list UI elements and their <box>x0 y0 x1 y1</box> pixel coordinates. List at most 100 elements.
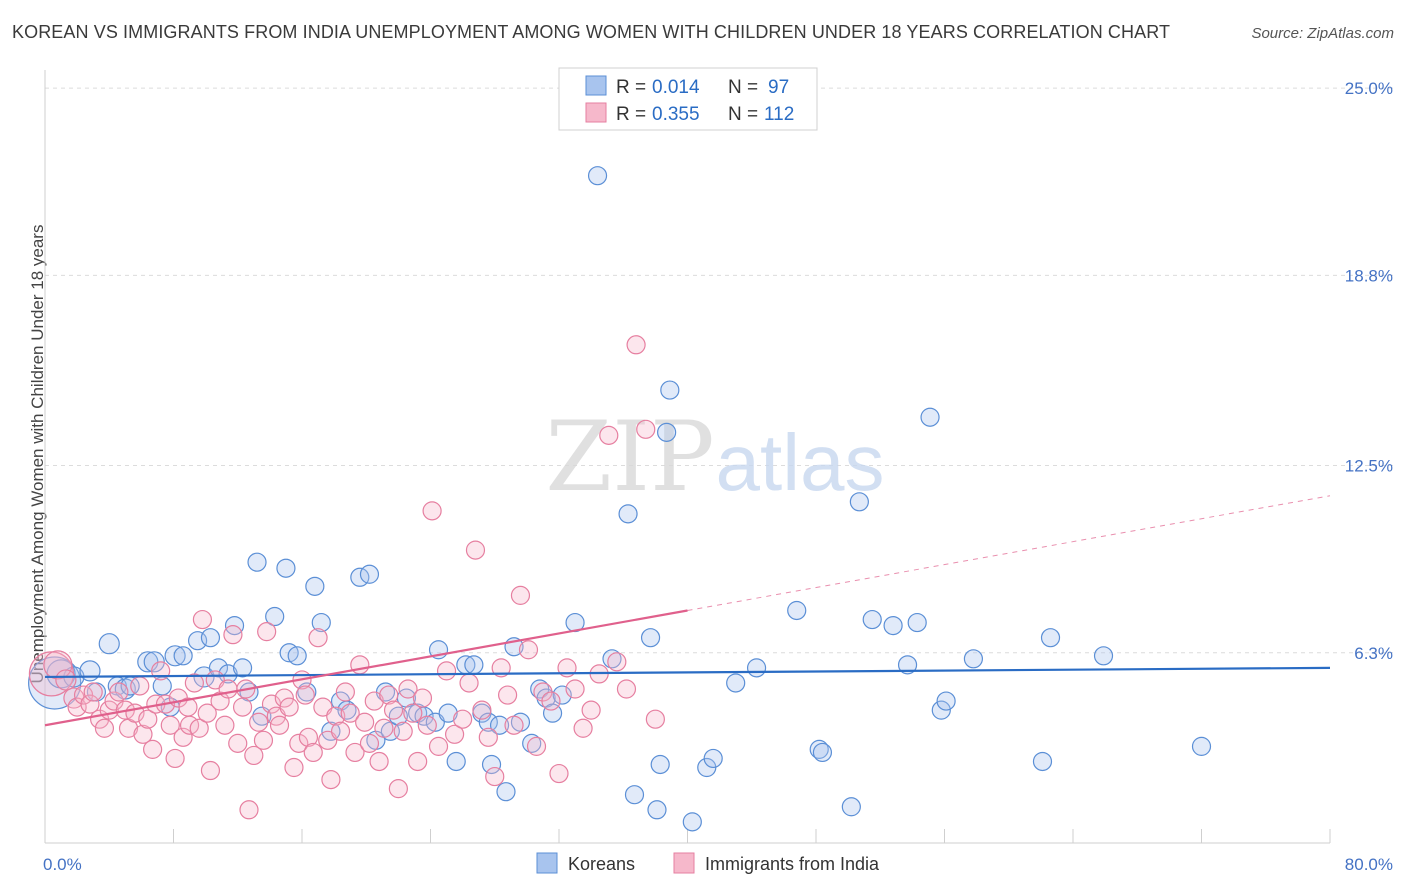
india-point-23 <box>160 715 180 735</box>
legend-r-label-0: R = <box>616 77 646 98</box>
korean-point-78 <box>809 739 829 759</box>
axes <box>44 70 1331 844</box>
india-point-36 <box>215 715 235 735</box>
india-point-91 <box>485 766 505 787</box>
india-point-63 <box>330 721 351 741</box>
korean-point-79 <box>812 742 833 763</box>
korean-point-28 <box>287 646 307 666</box>
india-point-29 <box>184 673 204 693</box>
india-point-17 <box>133 724 153 744</box>
india-point-58 <box>308 628 328 648</box>
india-point-95 <box>510 585 531 605</box>
india-point-64 <box>335 682 355 702</box>
x-tick-labels: 0.0% 80.0% <box>43 855 1393 874</box>
y-tick-label-1: 12.5% <box>1345 457 1393 476</box>
india-point-96 <box>518 640 539 660</box>
korean-point-5 <box>98 633 120 655</box>
korean-point-66 <box>624 785 645 805</box>
india-point-86 <box>453 709 473 729</box>
india-point-109 <box>626 335 646 355</box>
legend-swatch-india <box>585 102 607 123</box>
india-point-26 <box>173 727 193 747</box>
india-point-65 <box>340 703 360 723</box>
korean-point-36 <box>359 564 380 584</box>
korean-point-49 <box>464 655 484 675</box>
india-point-90 <box>478 727 498 747</box>
india-point-19 <box>143 739 163 759</box>
india-point-70 <box>364 691 384 711</box>
bottom-legend-swatch-koreans <box>536 852 558 874</box>
korean-point-30 <box>305 576 325 596</box>
india-point-31 <box>192 609 213 630</box>
legend-n-value-1: 112 <box>764 104 794 125</box>
korean-point-53 <box>489 715 510 735</box>
korean-point-13 <box>164 645 186 667</box>
india-point-83 <box>428 736 449 756</box>
korean-point-70 <box>657 422 677 442</box>
india-point-82 <box>422 501 442 521</box>
korean-point-47 <box>446 751 466 772</box>
india-point-72 <box>374 718 394 738</box>
korean-point-46 <box>438 703 458 723</box>
legend-n-label-1: N = <box>728 104 758 125</box>
india-point-50 <box>274 688 294 708</box>
korean-point-3 <box>79 660 101 682</box>
korean-point-69 <box>650 754 670 775</box>
india-point-2 <box>55 669 77 691</box>
india-point-81 <box>417 715 437 735</box>
korean-point-75 <box>726 673 746 693</box>
korean-point-29 <box>297 682 317 702</box>
korean-point-82 <box>862 609 882 630</box>
korean-point-80 <box>841 797 861 817</box>
korean-point-60 <box>542 703 563 723</box>
y-tick-labels: 6.3% 12.5% 18.8% 25.0% <box>1345 79 1393 663</box>
korean-point-10 <box>143 651 165 673</box>
india-point-85 <box>444 724 465 744</box>
india-point-92 <box>491 658 511 678</box>
india-point-61 <box>321 769 341 790</box>
bottom-legend-label-india: Immigrants from India <box>705 854 880 874</box>
india-point-99 <box>541 691 561 711</box>
india-point-16 <box>130 676 150 696</box>
korean-point-83 <box>883 615 903 636</box>
india-point-75 <box>388 779 408 799</box>
india-point-37 <box>218 679 238 699</box>
india-point-74 <box>383 700 404 720</box>
india-point-33 <box>200 760 221 781</box>
trend-lines <box>44 495 1331 727</box>
india-point-104 <box>581 700 601 720</box>
y-tick-label-0: 6.3% <box>1354 644 1393 663</box>
india-point-7 <box>83 682 103 702</box>
korean-point-14 <box>173 646 193 666</box>
india-point-40 <box>232 697 253 717</box>
korean-point-17 <box>200 628 221 648</box>
bottom-legend: Koreans Immigrants from India <box>536 852 880 874</box>
india-point-76 <box>393 721 413 741</box>
india-point-43 <box>244 745 264 766</box>
india-point-57 <box>303 742 323 763</box>
korean-point-71 <box>660 380 680 400</box>
india-point-77 <box>398 679 418 699</box>
india-point-66 <box>345 742 365 763</box>
india-point-107 <box>607 652 627 672</box>
india-point-1 <box>43 650 73 680</box>
korean-point-85 <box>907 612 927 633</box>
india-point-71 <box>369 751 389 772</box>
india-point-6 <box>80 694 100 714</box>
india-point-30 <box>189 718 209 738</box>
india-point-46 <box>257 622 277 642</box>
korean-point-54 <box>496 782 516 802</box>
korean-point-18 <box>208 658 229 678</box>
watermark-atlas: atlas <box>716 418 885 507</box>
legend-r-label-1: R = <box>616 104 646 125</box>
legend-n-label-0: N = <box>728 77 758 98</box>
korean-point-84 <box>897 655 918 675</box>
watermark: ZIP atlas <box>545 401 884 513</box>
india-point-12 <box>109 682 129 702</box>
india-point-79 <box>408 751 428 772</box>
series-india <box>28 335 665 820</box>
india-point-103 <box>573 718 593 738</box>
trend-line-solid-1 <box>44 609 688 727</box>
india-point-93 <box>498 685 518 705</box>
korean-point-31 <box>311 612 331 633</box>
